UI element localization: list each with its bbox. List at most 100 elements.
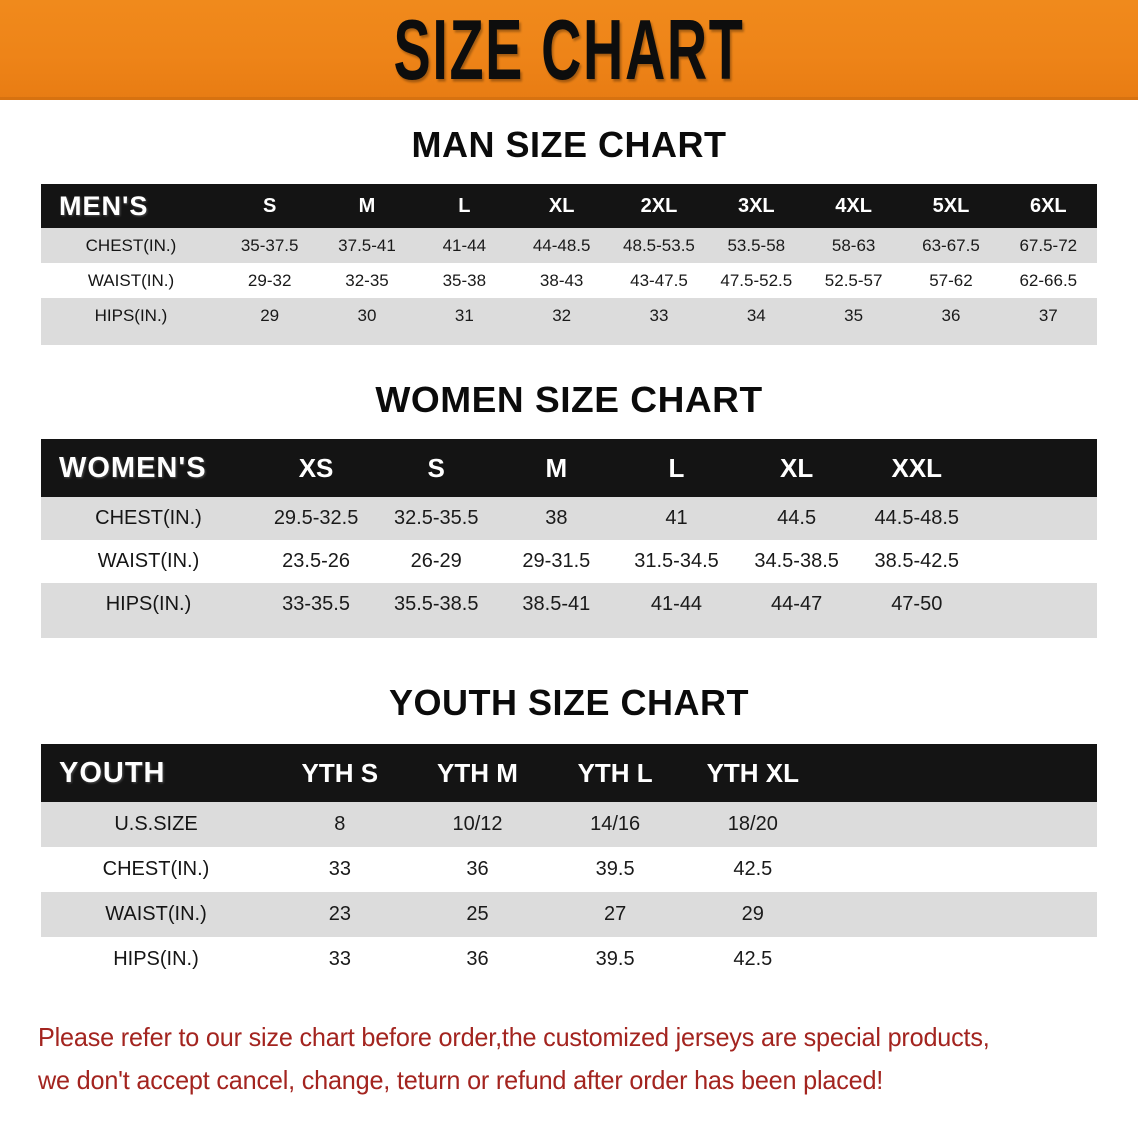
women-column-header-m: M: [496, 439, 617, 497]
table-cell: 30: [318, 298, 416, 333]
men-column-header-m: M: [318, 184, 416, 228]
table-cell: 52.5-57: [804, 263, 903, 298]
table-row: CHEST(IN.) 33 36 39.5 42.5: [41, 847, 1097, 892]
table-cell-empty: [821, 892, 960, 937]
men-table-head: MEN'S S M L XL 2XL 3XL 4XL 5XL 6XL: [41, 184, 1097, 228]
women-column-header-l: L: [616, 439, 737, 497]
table-cell: 10/12: [408, 802, 547, 847]
men-row-label: WAIST(IN.): [41, 263, 221, 298]
women-table-body: CHEST(IN.) 29.5-32.5 32.5-35.5 38 41 44.5 44.5…: [41, 497, 1097, 626]
table-cell-empty: [959, 937, 1097, 982]
men-column-header-5xl: 5XL: [902, 184, 1000, 228]
women-column-header-xxl: XXL: [856, 439, 977, 497]
men-column-header-xl: XL: [512, 184, 611, 228]
men-row-label: HIPS(IN.): [41, 298, 221, 333]
table-cell: 37: [999, 298, 1097, 333]
table-row: CHEST(IN.) 29.5-32.5 32.5-35.5 38 41 44.5 44.5…: [41, 497, 1097, 540]
table-cell: 33-35.5: [256, 583, 377, 626]
men-column-header-l: L: [415, 184, 513, 228]
youth-column-header-empty: [821, 744, 960, 802]
table-cell: 23: [271, 892, 409, 937]
women-header-row: WOMEN'S XS S M L XL XXL: [41, 439, 1097, 497]
men-table-wrap: MEN'S S M L XL 2XL 3XL 4XL 5XL 6XL CHEST(IN.) 35-…: [41, 184, 1097, 333]
men-column-header-s: S: [221, 184, 319, 228]
table-cell: 48.5-53.5: [610, 228, 708, 263]
disclaimer-line-1: Please refer to our size chart before or…: [38, 1022, 990, 1052]
table-cell: 31: [415, 298, 513, 333]
table-cell: 38.5-41: [496, 583, 617, 626]
table-cell: 67.5-72: [999, 228, 1097, 263]
men-section-title: MAN SIZE CHART: [411, 124, 727, 165]
men-column-header-2xl: 2XL: [610, 184, 708, 228]
women-table-wrap: WOMEN'S XS S M L XL XXL CHEST(IN.) 29.5-32.5 32…: [41, 439, 1097, 626]
table-cell-empty: [976, 540, 1097, 583]
men-table-tail: [41, 333, 1097, 345]
page-body: MAN SIZE CHART MEN'S S M L XL 2XL 3XL 4XL 5XL 6X…: [0, 124, 1138, 1102]
table-row: U.S.SIZE 8 10/12 14/16 18/20: [41, 802, 1097, 847]
women-row-label: CHEST(IN.): [41, 497, 256, 540]
table-cell: 44-48.5: [512, 228, 611, 263]
women-column-header-xs: XS: [256, 439, 377, 497]
table-cell: 33: [271, 847, 409, 892]
men-corner-label: MEN'S: [41, 184, 221, 228]
women-row-label: WAIST(IN.): [41, 540, 256, 583]
table-cell: 44-47: [736, 583, 857, 626]
women-column-header-empty: [976, 439, 1097, 497]
table-cell: 62-66.5: [999, 263, 1097, 298]
table-row: HIPS(IN.) 29 30 31 32 33 34 35 36 37: [41, 298, 1097, 333]
table-cell: 35: [804, 298, 903, 333]
table-cell: 29-31.5: [496, 540, 617, 583]
youth-table-wrap: YOUTH YTH S YTH M YTH L YTH XL U.S.SIZE 8 10/…: [41, 744, 1097, 982]
table-cell: 53.5-58: [707, 228, 805, 263]
women-column-header-s: S: [376, 439, 497, 497]
table-cell-empty: [821, 802, 960, 847]
women-table-tail: [41, 626, 1097, 638]
table-cell: 34.5-38.5: [736, 540, 857, 583]
table-cell: 44.5: [736, 497, 857, 540]
youth-corner-label: YOUTH: [41, 744, 271, 802]
table-cell: 32.5-35.5: [376, 497, 497, 540]
table-row: HIPS(IN.) 33 36 39.5 42.5: [41, 937, 1097, 982]
table-cell: 34: [707, 298, 805, 333]
table-row: WAIST(IN.) 23.5-26 26-29 29-31.5 31.5-34.5 34…: [41, 540, 1097, 583]
table-cell-empty: [976, 583, 1097, 626]
table-cell: 33: [610, 298, 708, 333]
men-size-table: MEN'S S M L XL 2XL 3XL 4XL 5XL 6XL CHEST(IN.) 35-…: [41, 184, 1097, 333]
table-cell-empty: [959, 802, 1097, 847]
women-column-header-xl: XL: [736, 439, 857, 497]
page-title: SIZE CHART: [393, 2, 745, 98]
table-cell: 26-29: [376, 540, 497, 583]
women-corner-label: WOMEN'S: [41, 439, 256, 497]
table-cell: 32: [512, 298, 611, 333]
table-cell: 33: [271, 937, 409, 982]
table-cell: 29: [221, 298, 319, 333]
youth-row-label: HIPS(IN.): [41, 937, 271, 982]
table-cell: 63-67.5: [902, 228, 1000, 263]
table-cell: 35-37.5: [221, 228, 319, 263]
table-cell: 42.5: [683, 847, 822, 892]
women-size-table: WOMEN'S XS S M L XL XXL CHEST(IN.) 29.5-32.5 32…: [41, 439, 1097, 626]
youth-column-header-empty: [959, 744, 1097, 802]
youth-section-title: YOUTH SIZE CHART: [388, 682, 749, 723]
table-row: HIPS(IN.) 33-35.5 35.5-38.5 38.5-41 41-44 44-…: [41, 583, 1097, 626]
men-column-header-4xl: 4XL: [804, 184, 903, 228]
youth-column-header-yth-l: YTH L: [546, 744, 684, 802]
youth-header-row: YOUTH YTH S YTH M YTH L YTH XL: [41, 744, 1097, 802]
disclaimer-line-2: we don't accept cancel, change, teturn o…: [38, 1064, 884, 1095]
table-cell: 36: [902, 298, 1000, 333]
table-cell: 41: [616, 497, 737, 540]
table-cell: 32-35: [318, 263, 416, 298]
table-cell: 38: [496, 497, 617, 540]
youth-column-header-yth-xl: YTH XL: [683, 744, 822, 802]
table-cell: 29.5-32.5: [256, 497, 377, 540]
table-cell: 8: [271, 802, 409, 847]
table-cell: 29: [683, 892, 822, 937]
youth-size-table: YOUTH YTH S YTH M YTH L YTH XL U.S.SIZE 8 10/…: [41, 744, 1097, 982]
men-column-header-6xl: 6XL: [999, 184, 1097, 228]
table-cell-empty: [821, 847, 960, 892]
table-cell: 35-38: [415, 263, 513, 298]
page-banner: SIZE CHART: [0, 0, 1138, 100]
youth-row-label: U.S.SIZE: [41, 802, 271, 847]
table-cell: 27: [546, 892, 684, 937]
order-policy-disclaimer: Please refer to our size chart before or…: [38, 1016, 1068, 1102]
